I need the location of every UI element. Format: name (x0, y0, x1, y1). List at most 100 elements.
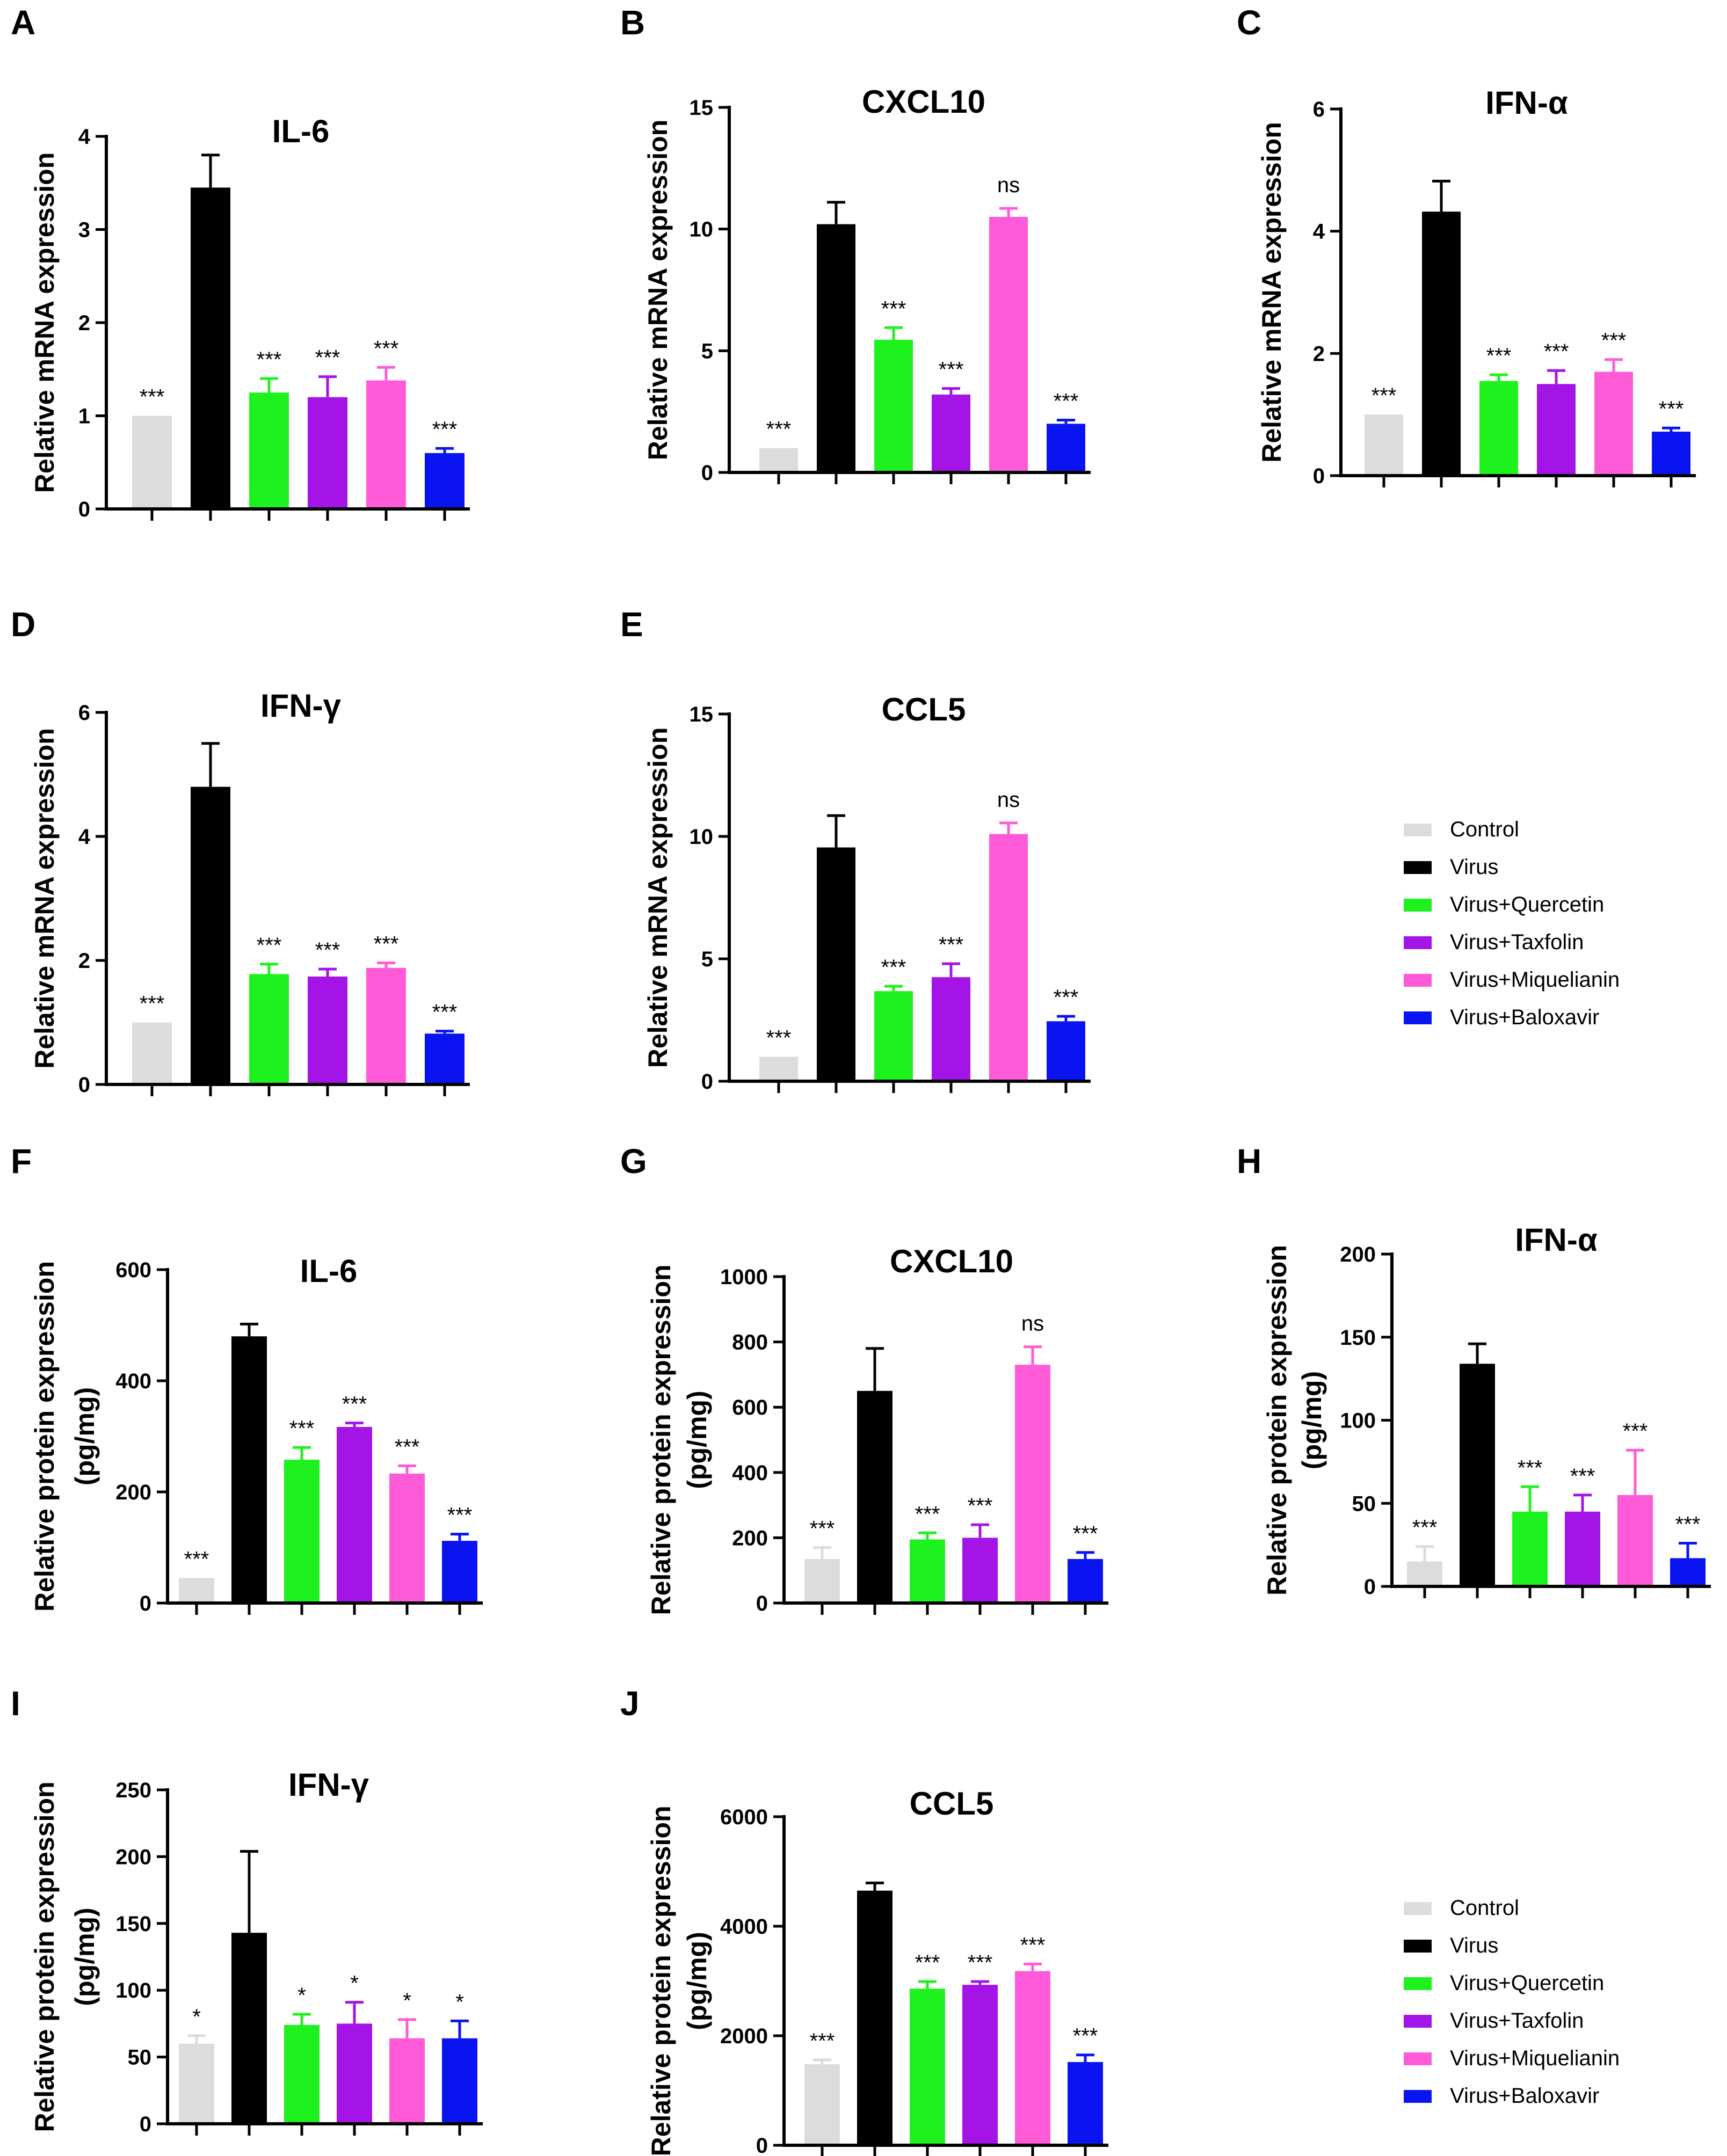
y-tick-label: 200 (1340, 1243, 1376, 1266)
y-tick-label: 50 (1352, 1492, 1376, 1516)
y-tick-label: 1000 (720, 1265, 768, 1289)
y-axis-label: Relative mRNA expression (643, 727, 673, 1068)
bar-virus-quercetin (1512, 1511, 1548, 1586)
y-tick-label: 0 (78, 1073, 90, 1097)
y-axis-label: Relative protein expression (1262, 1245, 1292, 1596)
y-tick-label: 3 (78, 218, 90, 242)
legend-swatch (1404, 2015, 1432, 2028)
significance-label: *** (1054, 986, 1079, 1009)
legend-swatch (1404, 824, 1432, 836)
y-tick-label: 6 (78, 701, 90, 725)
legend-swatch (1404, 1011, 1432, 1024)
y-tick-label: 0 (701, 1070, 713, 1094)
y-tick-label: 200 (732, 1526, 768, 1550)
bar-virus-quercetin (284, 1459, 320, 1603)
significance-label: ns (997, 173, 1020, 197)
y-tick-label: 200 (115, 1845, 151, 1869)
significance-label: *** (1601, 329, 1627, 353)
bar-virus-taxfolin (1565, 1511, 1600, 1586)
bar-control (179, 2043, 214, 2124)
bar-virus-baloxavir (1670, 1558, 1706, 1586)
y-tick-label: 6000 (720, 1805, 768, 1829)
bar-virus-baloxavir (1068, 1558, 1103, 1603)
y-axis-label-unit: (pg/mg) (70, 1907, 100, 2006)
y-axis-label: Relative protein expression (30, 1781, 60, 2132)
y-tick-label: 600 (115, 1258, 151, 1282)
y-axis-label: Relative protein expression (646, 1264, 676, 1615)
legend-label: Control (1450, 818, 1519, 841)
y-tick-label: 4 (78, 125, 91, 149)
y-tick-label: 2000 (720, 2024, 768, 2048)
bar-virus-baloxavir (425, 1033, 465, 1084)
y-axis-label-unit: (pg/mg) (70, 1387, 100, 1485)
legend-swatch (1404, 1902, 1432, 1915)
bar-control (804, 1558, 840, 1603)
significance-label: *** (810, 1517, 835, 1541)
y-tick-label: 4 (78, 825, 91, 849)
significance-label: *** (1544, 340, 1569, 363)
legend-mrna: Control Virus Virus+Quercetin Virus+Taxfoli… (1404, 818, 1620, 1029)
bar-virus-quercetin (874, 991, 913, 1081)
bar-virus (191, 786, 230, 1084)
bar-control (804, 2064, 840, 2145)
bar-virus-quercetin (910, 1989, 945, 2145)
y-axis-label-unit: (pg/mg) (682, 1390, 712, 1489)
bar-control (759, 1057, 798, 1081)
chart-title: IL-6 (272, 113, 330, 149)
bar-virus-miquelianin (1015, 1971, 1050, 2145)
legend-swatch (1404, 974, 1432, 987)
legend-label: Control (1450, 1896, 1519, 1920)
significance-label: *** (766, 418, 792, 441)
y-tick-label: 4000 (720, 1915, 768, 1939)
chart-title: CXCL10 (862, 84, 985, 120)
y-tick-label: 150 (1340, 1326, 1376, 1350)
legend-label: Virus+Quercetin (1450, 893, 1604, 916)
y-tick-label: 800 (732, 1331, 768, 1354)
bar-virus (817, 224, 855, 472)
panel-letter: J (620, 1684, 640, 1723)
bar-virus-baloxavir (1047, 1021, 1085, 1081)
significance-label: *** (289, 1417, 315, 1440)
significance-label: *** (968, 1951, 993, 1975)
bar-virus (231, 1336, 267, 1603)
y-axis-label: Relative protein expression (30, 1261, 60, 1612)
bar-virus-quercetin (284, 2024, 320, 2124)
chart-panel-h: H IFN-α Relative protein expression (pg/mg)… (1237, 1142, 1711, 1599)
y-tick-label: 0 (1364, 1575, 1376, 1599)
y-tick-label: 0 (140, 2113, 151, 2136)
significance-label: *** (881, 956, 906, 979)
y-tick-label: 5 (701, 339, 713, 363)
legend-swatch (1404, 2090, 1432, 2103)
legend-swatch (1404, 1940, 1432, 1953)
bar-virus-miquelianin (389, 1473, 425, 1603)
legend-label: Virus (1450, 1934, 1498, 1957)
significance-label: *** (1623, 1419, 1648, 1443)
chart-title: CCL5 (882, 691, 966, 727)
legend-swatch (1404, 2052, 1432, 2065)
y-tick-label: 15 (690, 96, 714, 120)
significance-label: * (297, 1984, 306, 2007)
chart-panel-g: G CXCL10 Relative protein expression (pg/mg… (620, 1142, 1108, 1615)
significance-label: *** (1570, 1465, 1595, 1488)
bar-virus (191, 187, 230, 509)
legend-swatch (1404, 861, 1432, 874)
y-tick-label: 2 (78, 949, 90, 973)
bar-virus-miquelianin (989, 217, 1028, 472)
y-tick-label: 10 (690, 825, 714, 849)
y-tick-label: 10 (690, 218, 714, 242)
significance-label: *** (881, 297, 906, 321)
significance-label: *** (315, 346, 340, 370)
y-tick-label: 100 (115, 1979, 151, 2002)
panel-letter: E (620, 605, 643, 644)
significance-label: *** (140, 385, 165, 409)
significance-label: *** (257, 348, 282, 372)
y-tick-label: 100 (1340, 1409, 1376, 1433)
chart-panel-d: D IFN-γ Relative mRNA expression *** *** *** *… (11, 605, 470, 1097)
chart-title: IFN-γ (288, 1767, 369, 1803)
bar-virus (817, 847, 855, 1081)
significance-label: *** (968, 1494, 993, 1518)
legend-swatch (1404, 1977, 1432, 1990)
significance-label: *** (315, 938, 340, 962)
chart-title: IFN-α (1515, 1222, 1598, 1258)
y-tick-label: 5 (701, 948, 713, 971)
